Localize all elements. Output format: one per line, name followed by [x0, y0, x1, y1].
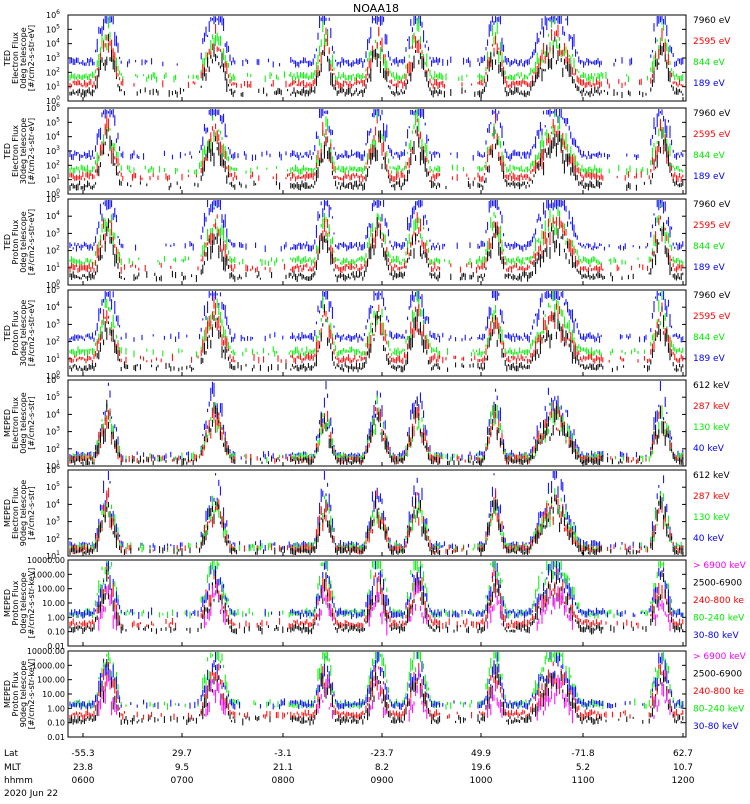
y-tick-label: 104 [46, 210, 60, 221]
y-tick-label: 101 [46, 174, 60, 185]
y-axis-label: [#/cm2-s-str-eV] [27, 300, 36, 366]
y-tick-label: 102 [46, 443, 60, 454]
y-tick-label: 106 [46, 374, 60, 385]
y-tick-label: 102 [46, 159, 60, 170]
legend-entry: 287 keV [693, 402, 730, 412]
y-tick-label: 102 [46, 245, 60, 256]
data-traces [70, 378, 683, 467]
y-tick-label: 106 [46, 102, 60, 113]
legend-entry: 612 keV [693, 381, 730, 391]
legend-entry: 130 keV [693, 423, 730, 433]
legend-entry: 189 eV [693, 79, 726, 89]
plot-frame [68, 199, 686, 285]
y-tick-label: 104 [46, 131, 60, 142]
y-axis-label: [#/cm2-s-str-eV] [27, 118, 36, 184]
legend-entry: 189 eV [693, 172, 726, 182]
data-traces [70, 13, 683, 98]
y-tick-label: 101 [46, 353, 60, 364]
legend-entry: 844 eV [693, 242, 726, 252]
legend-entry: 189 eV [693, 354, 726, 364]
y-axis-label: [#/cm2-s-str] [27, 396, 36, 449]
data-traces [70, 196, 683, 282]
y-tick-label: 103 [46, 52, 60, 63]
y-tick-label: 105 [46, 116, 60, 127]
figure-title: NOAA18 [353, 2, 399, 15]
y-tick-label: 101 [46, 81, 60, 92]
y-tick-label: 104 [46, 38, 60, 49]
legend-entry: 844 eV [693, 58, 726, 68]
y-tick-label: 103 [46, 227, 60, 238]
y-axis-label: [#/cm2-s-str-eV] [27, 209, 36, 275]
data-traces [70, 106, 683, 191]
y-tick-label: 105 [46, 284, 60, 295]
legend-entry: 2595 eV [693, 37, 731, 47]
legend-entry: 844 eV [693, 151, 726, 161]
legend-entry: 40 keV [693, 444, 725, 454]
y-tick-label: 103 [46, 145, 60, 156]
legend-entry: 7960 eV [693, 16, 731, 26]
y-tick-label: 103 [46, 318, 60, 329]
legend-entry: 2595 eV [693, 312, 731, 322]
y-tick-label: 105 [46, 391, 60, 402]
y-tick-label: 104 [46, 408, 60, 419]
legend-entry: 2595 eV [693, 130, 731, 140]
y-tick-label: 102 [46, 336, 60, 347]
legend-entry: 7960 eV [693, 109, 731, 119]
legend-entry: 7960 eV [693, 291, 731, 301]
y-tick-label: 102 [46, 66, 60, 77]
y-tick-label: 105 [46, 23, 60, 34]
y-tick-label: 106 [46, 9, 60, 20]
legend-entry: 7960 eV [693, 200, 731, 210]
data-traces [70, 287, 683, 372]
y-tick-label: 101 [46, 262, 60, 273]
plot-frame [68, 290, 686, 376]
legend-entry: 2595 eV [693, 221, 731, 231]
y-tick-label: 105 [46, 193, 60, 204]
y-tick-label: 103 [46, 426, 60, 437]
legend-entry: 189 eV [693, 263, 726, 273]
y-axis-label: [#/cm2-s-str-eV] [27, 25, 36, 91]
y-tick-label: 104 [46, 301, 60, 312]
legend-entry: 844 eV [693, 333, 726, 343]
